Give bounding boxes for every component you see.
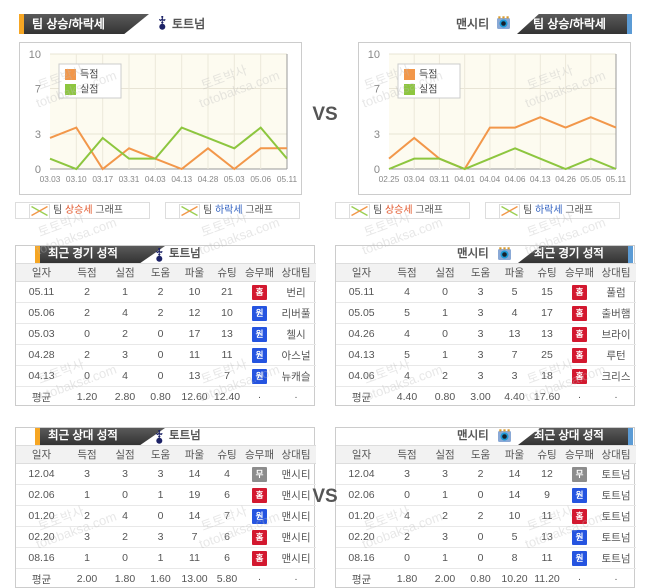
- svg-text:득점: 득점: [80, 69, 98, 81]
- svg-text:03.17: 03.17: [92, 174, 113, 184]
- svg-text:04.13: 04.13: [171, 174, 192, 184]
- svg-text:득점: 득점: [419, 69, 437, 81]
- svg-text:03.04: 03.04: [404, 174, 425, 184]
- svg-text:04.26: 04.26: [555, 174, 576, 184]
- svg-text:05.03: 05.03: [224, 174, 245, 184]
- svg-text:7: 7: [374, 84, 380, 96]
- svg-text:실점: 실점: [80, 84, 98, 96]
- svg-text:3: 3: [374, 129, 380, 141]
- svg-text:05.11: 05.11: [606, 174, 627, 184]
- svg-text:05.06: 05.06: [250, 174, 271, 184]
- svg-text:04.06: 04.06: [505, 174, 526, 184]
- svg-text:03.03: 03.03: [40, 174, 61, 184]
- svg-text:03.31: 03.31: [119, 174, 140, 184]
- svg-text:05.11: 05.11: [277, 174, 298, 184]
- svg-text:10: 10: [368, 49, 380, 61]
- svg-text:03.10: 03.10: [66, 174, 87, 184]
- svg-text:05.05: 05.05: [580, 174, 601, 184]
- svg-text:3: 3: [35, 129, 41, 141]
- svg-text:04.01: 04.01: [454, 174, 475, 184]
- svg-text:10: 10: [29, 49, 41, 61]
- svg-text:04.04: 04.04: [480, 174, 501, 184]
- svg-text:02.25: 02.25: [379, 174, 400, 184]
- svg-text:03.11: 03.11: [429, 174, 450, 184]
- svg-text:7: 7: [35, 84, 41, 96]
- svg-text:04.13: 04.13: [530, 174, 551, 184]
- svg-text:실점: 실점: [419, 84, 437, 96]
- svg-text:04.28: 04.28: [198, 174, 219, 184]
- svg-text:04.03: 04.03: [145, 174, 166, 184]
